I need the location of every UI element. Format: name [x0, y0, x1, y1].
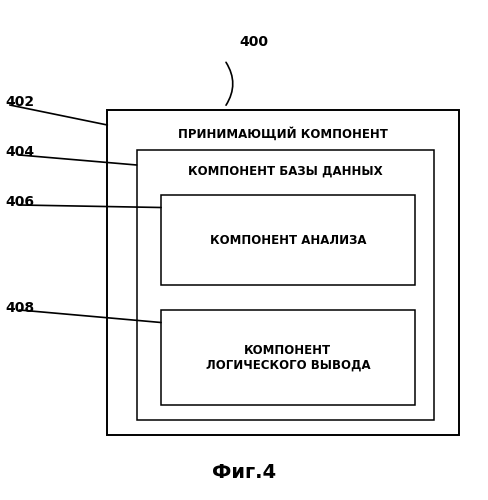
Text: 400: 400: [239, 36, 268, 50]
Text: КОМПОНЕНТ БАЗЫ ДАННЫХ: КОМПОНЕНТ БАЗЫ ДАННЫХ: [188, 165, 383, 178]
Text: КОМПОНЕНТ АНАЛИЗА: КОМПОНЕНТ АНАЛИЗА: [210, 234, 366, 246]
Text: 402: 402: [5, 96, 34, 110]
Text: КОМПОНЕНТ
ЛОГИЧЕСКОГО ВЫВОДА: КОМПОНЕНТ ЛОГИЧЕСКОГО ВЫВОДА: [205, 344, 370, 371]
Text: 406: 406: [5, 196, 34, 209]
Text: ПРИНИМАЮЩИЙ КОМПОНЕНТ: ПРИНИМАЮЩИЙ КОМПОНЕНТ: [178, 128, 388, 141]
Text: 404: 404: [5, 146, 34, 160]
Bar: [161, 195, 415, 285]
Bar: [107, 110, 459, 435]
Text: 408: 408: [5, 300, 34, 314]
Text: Фиг.4: Фиг.4: [212, 463, 276, 482]
Bar: [161, 310, 415, 405]
Bar: [137, 150, 434, 420]
